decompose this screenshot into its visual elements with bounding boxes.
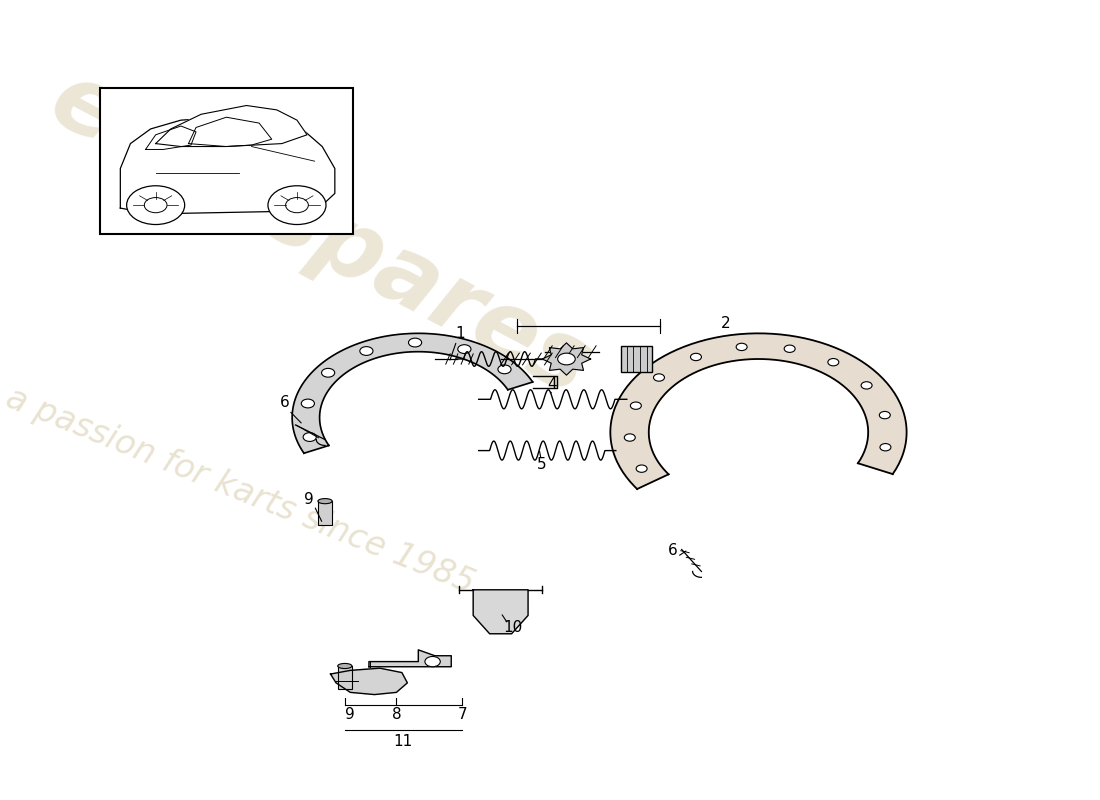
Circle shape [653,374,664,381]
Circle shape [636,465,647,472]
Polygon shape [156,106,307,146]
Circle shape [126,186,185,225]
Circle shape [630,402,641,410]
Text: 11: 11 [394,734,412,749]
Circle shape [828,358,839,366]
Circle shape [691,354,702,361]
Polygon shape [120,118,334,214]
Circle shape [321,368,334,377]
Circle shape [880,443,891,451]
Circle shape [301,399,315,408]
Polygon shape [542,343,591,375]
Text: 8: 8 [392,707,402,722]
Polygon shape [473,590,528,634]
Text: 6: 6 [668,543,678,558]
Polygon shape [610,334,906,489]
Polygon shape [368,650,451,666]
Text: 7: 7 [458,707,468,722]
Text: 1: 1 [455,326,465,341]
Circle shape [408,338,421,347]
Circle shape [360,346,373,355]
Text: 9: 9 [345,707,355,722]
Ellipse shape [338,663,352,669]
Bar [100,88,352,234]
Circle shape [458,345,471,354]
Bar [318,501,332,525]
Circle shape [861,382,872,389]
Circle shape [784,345,795,353]
Circle shape [498,365,512,374]
Text: 9: 9 [304,492,313,507]
Circle shape [304,433,317,442]
Ellipse shape [318,498,332,504]
Text: 4: 4 [548,377,557,392]
Circle shape [558,353,575,365]
Circle shape [286,198,308,213]
Polygon shape [293,334,532,454]
Circle shape [425,657,440,666]
Bar [621,346,652,372]
Circle shape [268,186,326,225]
Text: 5: 5 [537,457,546,472]
Text: 2: 2 [720,316,730,331]
Circle shape [144,198,167,213]
Text: 10: 10 [503,620,522,635]
Text: 6: 6 [279,395,289,410]
Circle shape [879,411,890,418]
Circle shape [736,343,747,350]
Bar [338,666,352,690]
Circle shape [625,434,636,441]
Text: a passion for karts since 1985: a passion for karts since 1985 [1,382,480,601]
Text: eurospares: eurospares [34,54,605,416]
Polygon shape [331,668,407,694]
